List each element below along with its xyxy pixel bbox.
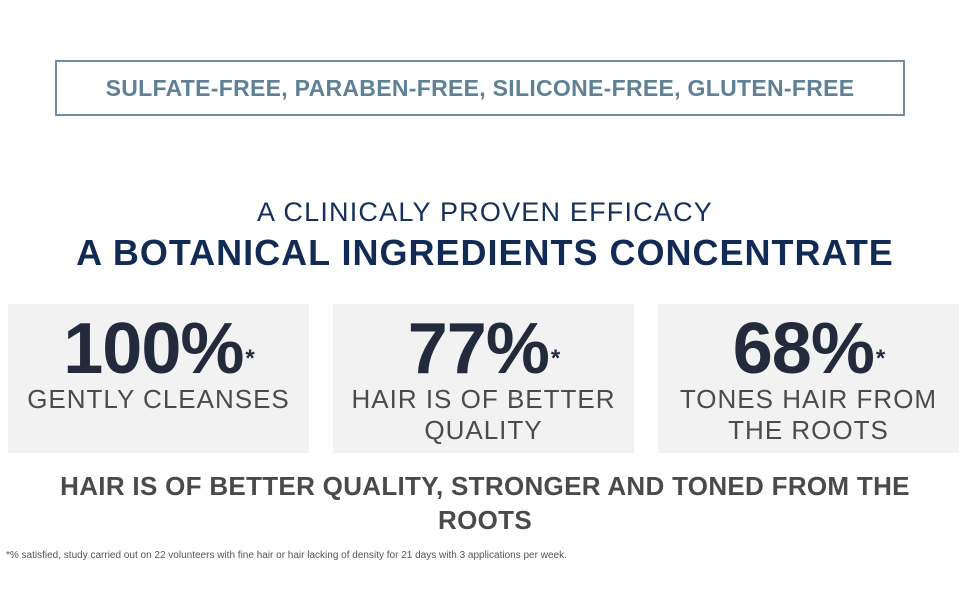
asterisk-mark: * (245, 345, 254, 372)
stat-number: 100% (63, 309, 244, 389)
stat-value: 100%* (8, 306, 309, 392)
stat-number: 77% (407, 309, 550, 389)
stat-value: 68%* (658, 306, 959, 392)
headline-title: A BOTANICAL INGREDIENTS CONCENTRATE (76, 232, 894, 273)
free-from-text: SULFATE-FREE, PARABEN-FREE, SILICONE-FRE… (105, 74, 855, 101)
summary-statement: HAIR IS OF BETTER QUALITY, STRONGER AND … (60, 471, 910, 535)
study-footnote: *% satisfied, study carried out on 22 vo… (6, 550, 567, 561)
headline-subtitle: A CLINICALY PROVEN EFFICACY (256, 197, 713, 227)
stat-card-tones: 68%* TONES HAIR FROM THE ROOTS (658, 304, 959, 453)
stat-card-cleanses: 100%* GENTLY CLEANSES (8, 304, 309, 453)
stat-card-quality: 77%* HAIR IS OF BETTER QUALITY (333, 304, 634, 453)
stat-label: HAIR IS OF BETTER QUALITY (351, 384, 616, 445)
stat-label: GENTLY CLEANSES (27, 384, 290, 414)
stat-number: 68% (732, 309, 875, 389)
asterisk-mark: * (550, 345, 560, 372)
stat-label: TONES HAIR FROM THE ROOTS (679, 384, 938, 445)
free-from-badge: SULFATE-FREE, PARABEN-FREE, SILICONE-FRE… (55, 60, 905, 116)
stat-value: 77%* (333, 306, 634, 392)
asterisk-mark: * (875, 345, 885, 372)
